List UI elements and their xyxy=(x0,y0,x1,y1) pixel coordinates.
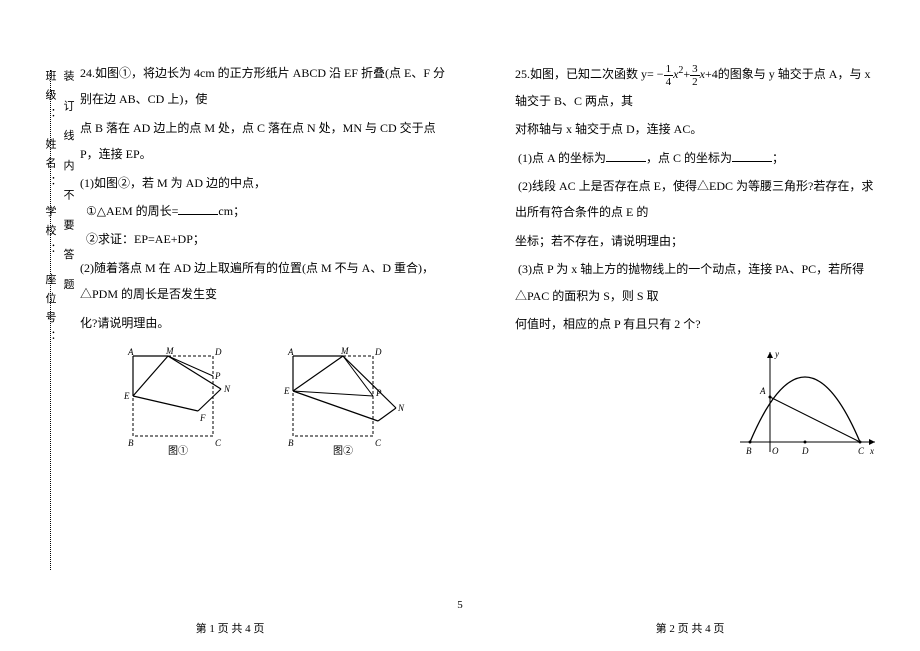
q24-part1: (1)如图②，若 M 为 AD 边的中点， xyxy=(80,170,445,196)
svg-text:O: O xyxy=(772,446,779,456)
svg-text:M: M xyxy=(340,346,349,356)
svg-text:C: C xyxy=(375,438,382,448)
q25-stem-line2: 对称轴与 x 轴交于点 D，连接 AC。 xyxy=(515,116,880,142)
svg-text:B: B xyxy=(128,438,134,448)
q25-part2-line2: 坐标；若不存在，请说明理由； xyxy=(515,228,880,254)
q24-figures: A M D E P N F B C 图① xyxy=(80,346,445,465)
svg-text:P: P xyxy=(375,388,382,398)
q24-part1b: ②求证：EP=AE+DP； xyxy=(80,226,445,252)
left-column: 24.如图①，将边长为 4cm 的正方形纸片 ABCD 沿 EF 折叠(点 E、… xyxy=(0,0,475,651)
svg-text:E: E xyxy=(283,386,290,396)
problem-25: 25.如图，已知二次函数 y= −14x2+32x+4的图象与 y 轴交于点 A… xyxy=(515,60,880,472)
q24-part1a: ①△AEM 的周长=cm； xyxy=(80,198,445,224)
svg-text:y: y xyxy=(774,349,779,359)
figure-24-1: A M D E P N F B C 图① xyxy=(118,346,238,465)
q25-part3-line1: (3)点 P 为 x 轴上方的抛物线上的一个动点，连接 PA、PC，若所得△PA… xyxy=(515,256,880,309)
q25-stem-line1: 25.如图，已知二次函数 y= −14x2+32x+4的图象与 y 轴交于点 A… xyxy=(515,60,880,114)
svg-text:x: x xyxy=(869,446,874,456)
svg-text:M: M xyxy=(165,346,174,356)
q25-part1: (1)点 A 的坐标为，点 C 的坐标为； xyxy=(515,145,880,171)
svg-text:A: A xyxy=(759,386,766,396)
blank-point-a xyxy=(606,150,646,162)
q24-stem-line2: 点 B 落在 AD 边上的点 M 处，点 C 落在点 N 处，MN 与 CD 交… xyxy=(80,115,445,168)
svg-text:B: B xyxy=(288,438,294,448)
blank-point-c xyxy=(732,150,772,162)
svg-text:N: N xyxy=(223,384,231,394)
center-page-number: 5 xyxy=(457,599,463,611)
q25-figure: A B O D C x y xyxy=(515,342,880,471)
problem-24: 24.如图①，将边长为 4cm 的正方形纸片 ABCD 沿 EF 折叠(点 E、… xyxy=(80,60,445,465)
svg-text:C: C xyxy=(858,446,865,456)
svg-text:P: P xyxy=(214,371,221,381)
q24-part2-line2: 化?请说明理由。 xyxy=(80,310,445,336)
q25-part2-line1: (2)线段 AC 上是否存在点 E，使得△EDC 为等腰三角形?若存在，求出所有… xyxy=(515,173,880,226)
q24-part2-line1: (2)随着落点 M 在 AD 边上取遍所有的位置(点 M 不与 A、D 重合)，… xyxy=(80,255,445,308)
svg-text:D: D xyxy=(374,347,382,357)
page-content: 24.如图①，将边长为 4cm 的正方形纸片 ABCD 沿 EF 折叠(点 E、… xyxy=(0,0,920,651)
right-column: 25.如图，已知二次函数 y= −14x2+32x+4的图象与 y 轴交于点 A… xyxy=(475,0,920,651)
svg-text:图②: 图② xyxy=(333,445,353,456)
svg-text:A: A xyxy=(127,347,134,357)
figure-24-2: A M D E P N B C 图② xyxy=(278,346,408,465)
svg-text:D: D xyxy=(801,446,809,456)
svg-text:图①: 图① xyxy=(168,445,188,456)
q25-part3-line2: 何值时，相应的点 P 有且只有 2 个? xyxy=(515,311,880,337)
svg-text:C: C xyxy=(215,438,222,448)
svg-text:N: N xyxy=(397,403,405,413)
footer-right: 第 2 页 共 4 页 xyxy=(656,620,725,636)
footer-left: 第 1 页 共 4 页 xyxy=(196,620,265,636)
svg-text:E: E xyxy=(123,391,130,401)
fraction-3-2: 32 xyxy=(690,63,700,88)
svg-text:B: B xyxy=(746,446,752,456)
fraction-1-4: 14 xyxy=(664,63,674,88)
svg-text:D: D xyxy=(214,347,222,357)
page-footer: 第 1 页 共 4 页 第 2 页 共 4 页 xyxy=(0,620,920,636)
svg-text:A: A xyxy=(287,347,294,357)
q24-stem-line1: 24.如图①，将边长为 4cm 的正方形纸片 ABCD 沿 EF 折叠(点 E、… xyxy=(80,60,445,113)
svg-text:F: F xyxy=(199,413,206,423)
blank-perimeter xyxy=(178,203,218,215)
